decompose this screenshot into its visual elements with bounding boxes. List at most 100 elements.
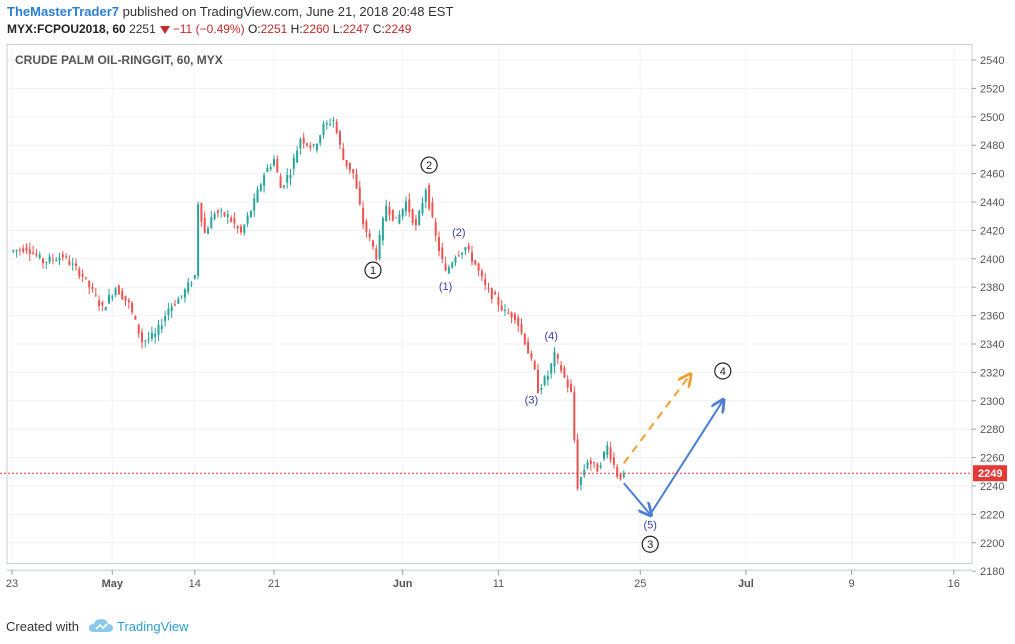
candle <box>342 143 345 161</box>
open-label: O: <box>247 22 261 36</box>
candle <box>550 362 553 379</box>
candle <box>292 153 295 176</box>
wave-label-1[interactable]: 1 <box>364 261 382 279</box>
candle <box>471 245 473 266</box>
candle <box>177 296 180 304</box>
candle <box>240 223 242 235</box>
candle <box>431 197 434 219</box>
alt-projection-arrow[interactable] <box>622 375 690 464</box>
candle <box>606 441 609 459</box>
candle <box>579 476 582 491</box>
candle <box>243 223 246 236</box>
wave-label-minor[interactable]: (2) <box>452 227 465 239</box>
candle <box>309 142 312 152</box>
candle <box>134 315 137 320</box>
x-tick-label: 11 <box>493 578 504 590</box>
candle <box>609 442 612 464</box>
chart-header: TheMasterTrader7 published on TradingVie… <box>0 0 1015 44</box>
candle <box>570 379 572 393</box>
candle <box>124 295 127 307</box>
candle <box>537 363 539 394</box>
candle <box>418 209 421 227</box>
candle <box>540 383 543 395</box>
candle <box>236 225 239 234</box>
y-tick-label: 2500 <box>980 112 1004 124</box>
y-tick-label: 2280 <box>980 424 1004 436</box>
candle <box>553 347 556 374</box>
x-tick-label: Jun <box>393 578 413 590</box>
candle <box>401 208 404 221</box>
candle <box>520 318 523 335</box>
candle <box>269 163 272 172</box>
candle <box>319 134 322 147</box>
candle <box>414 214 417 231</box>
candle <box>513 312 516 325</box>
candle <box>447 264 450 275</box>
candle <box>461 252 464 259</box>
wave-label-minor[interactable]: (1) <box>439 281 452 293</box>
candle <box>312 143 315 148</box>
candle <box>355 168 358 190</box>
low-value: 2247 <box>342 22 370 36</box>
wave-label-minor[interactable]: (3) <box>525 394 538 406</box>
candle <box>395 217 398 219</box>
candle <box>273 155 275 168</box>
y-tick-label: 2180 <box>980 566 1004 578</box>
down-arrow-icon <box>159 26 170 34</box>
candle <box>441 242 444 264</box>
price-axis[interactable]: 2540 2520 2500 2480 2460 2440 2420 2400 2380 2360… <box>972 55 1004 578</box>
candle <box>108 289 110 304</box>
candle <box>596 462 599 472</box>
candle <box>12 249 15 254</box>
candle <box>174 299 176 307</box>
candle <box>68 255 71 266</box>
candle <box>193 274 196 280</box>
projection-arrow[interactable] <box>623 482 650 514</box>
y-tick-label: 2400 <box>980 254 1004 266</box>
candle <box>612 452 615 469</box>
candle <box>434 217 437 242</box>
time-axis[interactable]: 23 May 14 21 Jun 11 25 Jul 9 16 <box>6 569 972 590</box>
y-tick-label: 2440 <box>980 197 1004 209</box>
candle <box>190 281 193 287</box>
close-value: 2249 <box>384 22 412 36</box>
candle <box>216 208 219 218</box>
candle <box>474 259 477 266</box>
candle <box>345 159 348 170</box>
wave-label-4[interactable]: 4 <box>714 362 732 380</box>
candle <box>487 282 490 293</box>
last-price: 2251 <box>129 22 156 36</box>
wave-label-2[interactable]: 2 <box>420 156 438 174</box>
candle <box>391 209 394 222</box>
y-tick-label: 2460 <box>980 169 1004 181</box>
wave-label-3[interactable]: 3 <box>641 535 659 553</box>
candle <box>42 257 44 269</box>
candle <box>556 353 559 365</box>
candle <box>362 201 365 230</box>
y-tick-label: 2420 <box>980 225 1004 237</box>
candle <box>315 142 318 153</box>
projection-arrow[interactable] <box>649 401 723 515</box>
candle <box>546 370 549 386</box>
candle <box>299 137 302 155</box>
candle <box>276 155 279 173</box>
candle <box>249 210 252 218</box>
price-chart[interactable]: CRUDE PALM OIL-RINGGIT, 60, MYX 1 2 (1) (2)… <box>0 44 1015 608</box>
wave-label-minor[interactable]: (4) <box>544 330 557 342</box>
y-tick-label: 2320 <box>980 367 1004 379</box>
candle <box>111 294 114 302</box>
candle <box>325 120 328 130</box>
candle <box>256 186 259 203</box>
candle <box>220 207 223 218</box>
candle <box>365 218 368 238</box>
tradingview-brand[interactable]: TradingView <box>117 619 189 634</box>
candle <box>91 282 94 293</box>
candle <box>157 320 160 342</box>
candle <box>167 302 170 321</box>
wave-label-minor[interactable]: (5) <box>643 519 656 531</box>
candle <box>352 169 355 179</box>
candle <box>45 261 48 270</box>
author-link[interactable]: TheMasterTrader7 <box>7 4 119 19</box>
candle <box>586 459 589 470</box>
candle <box>421 197 424 216</box>
